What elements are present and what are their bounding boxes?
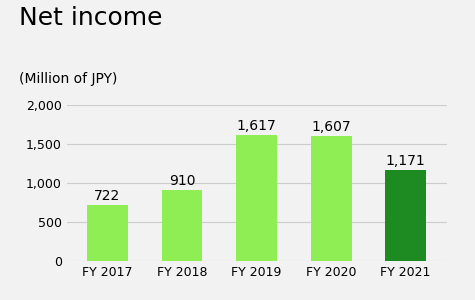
- Text: Net income: Net income: [19, 6, 162, 30]
- Bar: [311, 136, 352, 261]
- Text: 1,171: 1,171: [386, 154, 426, 168]
- Text: 910: 910: [169, 174, 195, 188]
- Text: 722: 722: [95, 189, 121, 203]
- Bar: [385, 170, 426, 261]
- Text: (Million of JPY): (Million of JPY): [19, 72, 117, 86]
- Text: 1,617: 1,617: [237, 119, 276, 133]
- Bar: [87, 205, 128, 261]
- Bar: [236, 135, 277, 261]
- Bar: [162, 190, 202, 261]
- Text: 1,607: 1,607: [311, 120, 351, 134]
